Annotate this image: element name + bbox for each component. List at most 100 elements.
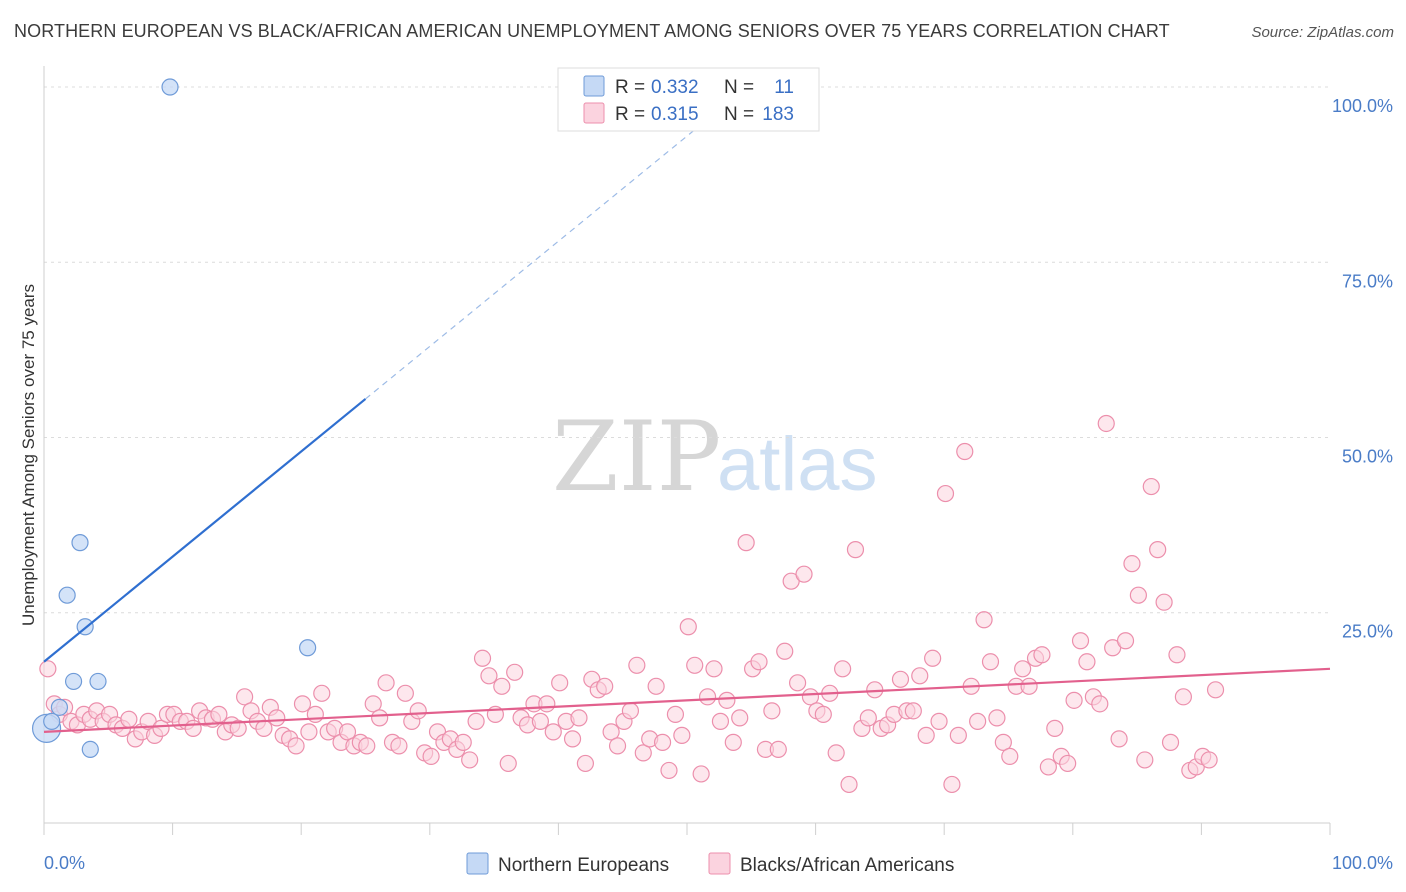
data-point-blacks <box>653 733 672 751</box>
data-point-blacks <box>634 744 652 762</box>
y-tick-label: 50.0% <box>1342 446 1393 466</box>
data-point-blacks <box>480 667 498 685</box>
y-axis-title: Unemployment Among Seniors over 75 years <box>19 284 38 626</box>
trend-line-northern <box>43 398 367 663</box>
data-point-blacks <box>994 733 1012 751</box>
y-tick-label: 100.0% <box>1332 96 1393 116</box>
data-point-blacks <box>229 719 247 737</box>
data-point-blacks <box>840 775 858 794</box>
data-point-blacks <box>293 695 312 713</box>
data-point-blacks <box>422 747 440 766</box>
legend-n-label: N = <box>724 104 754 125</box>
data-point-blacks <box>1001 747 1019 766</box>
data-point-blacks <box>1142 477 1160 496</box>
data-point-blacks <box>1014 660 1032 678</box>
data-point-blacks <box>788 674 807 692</box>
data-point-northern <box>81 740 99 759</box>
data-point-blacks <box>608 737 627 755</box>
data-point-blacks <box>660 761 678 780</box>
data-point-northern <box>50 698 69 716</box>
watermark-zip: ZIP <box>552 401 721 513</box>
data-point-blacks <box>969 712 987 730</box>
data-point-blacks <box>711 712 730 730</box>
axes <box>43 66 1331 835</box>
data-point-blacks <box>801 688 820 706</box>
source-credit: Source: ZipAtlas.com <box>1251 24 1394 41</box>
data-point-northern <box>43 712 61 730</box>
data-point-blacks <box>602 723 620 741</box>
data-point-blacks <box>210 705 228 723</box>
data-point-blacks <box>538 695 556 713</box>
data-point-blacks <box>1071 632 1090 650</box>
data-point-blacks <box>1091 695 1109 713</box>
data-point-blacks <box>563 730 582 748</box>
data-point-blacks <box>1149 541 1167 559</box>
data-point-blacks <box>776 642 794 660</box>
data-point-blacks <box>268 709 286 727</box>
data-point-northern <box>71 534 89 552</box>
data-point-blacks <box>531 712 549 730</box>
data-point-blacks <box>1129 586 1147 604</box>
data-point-blacks <box>576 754 595 773</box>
data-point-blacks <box>493 677 511 695</box>
data-point-blacks <box>1020 677 1038 695</box>
data-point-northern <box>58 586 76 604</box>
data-point-blacks <box>1078 653 1096 671</box>
legend-r-label: R = <box>615 104 645 125</box>
y-tick-label: 75.0% <box>1342 271 1393 291</box>
data-point-blacks <box>904 702 922 720</box>
data-point-blacks <box>1110 730 1128 748</box>
data-point-blacks <box>731 709 749 727</box>
data-point-blacks <box>859 709 877 727</box>
data-point-blacks <box>358 737 376 755</box>
data-point-blacks <box>390 737 408 755</box>
data-point-blacks <box>364 695 382 713</box>
data-point-blacks <box>461 751 479 769</box>
data-point-blacks <box>1097 414 1115 433</box>
legend-r-value: 0.315 <box>651 104 699 125</box>
legend-n-label: N = <box>724 77 754 98</box>
data-point-blacks <box>596 677 614 695</box>
data-point-blacks <box>795 565 813 583</box>
data-point-blacks <box>621 702 640 720</box>
data-point-blacks <box>988 709 1006 727</box>
data-point-blacks <box>1059 754 1077 773</box>
trend-line-northern-extension <box>365 104 726 400</box>
data-point-blacks <box>705 660 723 678</box>
data-point-blacks <box>255 719 273 737</box>
data-point-blacks <box>570 709 588 727</box>
data-point-blacks <box>943 775 961 794</box>
data-point-blacks <box>551 674 569 692</box>
data-point-blacks <box>313 684 331 702</box>
legend-n-value: 11 <box>774 77 794 98</box>
data-point-blacks <box>287 737 305 755</box>
x-tick-label: 0.0% <box>44 853 85 873</box>
data-point-blacks <box>911 667 929 685</box>
data-point-blacks <box>763 702 781 720</box>
data-point-blacks <box>338 723 357 741</box>
legend-r-label: R = <box>615 77 645 98</box>
data-point-blacks <box>692 765 710 783</box>
data-point-blacks <box>473 649 492 667</box>
data-point-blacks <box>679 618 697 636</box>
trend-lines <box>43 104 1331 733</box>
data-point-blacks <box>891 670 910 688</box>
data-point-blacks <box>396 684 414 702</box>
data-point-blacks <box>737 534 755 552</box>
data-point-blacks <box>949 726 967 744</box>
data-point-blacks <box>544 723 562 741</box>
correlation-legend: R = 0.332 N = 11 R = 0.315 N = 183 <box>557 67 820 132</box>
data-point-blacks <box>506 663 524 681</box>
data-point-northern <box>161 78 179 96</box>
data-point-blacks <box>647 677 665 695</box>
data-point-blacks <box>956 442 974 461</box>
data-point-blacks <box>1039 758 1057 776</box>
data-point-blacks <box>306 705 324 723</box>
data-point-blacks <box>1206 681 1225 699</box>
series-blacks-points <box>39 414 1225 794</box>
data-point-blacks <box>814 705 832 723</box>
data-point-blacks <box>981 653 1000 671</box>
data-point-blacks <box>236 688 254 706</box>
legend-swatch-northern <box>466 852 489 875</box>
